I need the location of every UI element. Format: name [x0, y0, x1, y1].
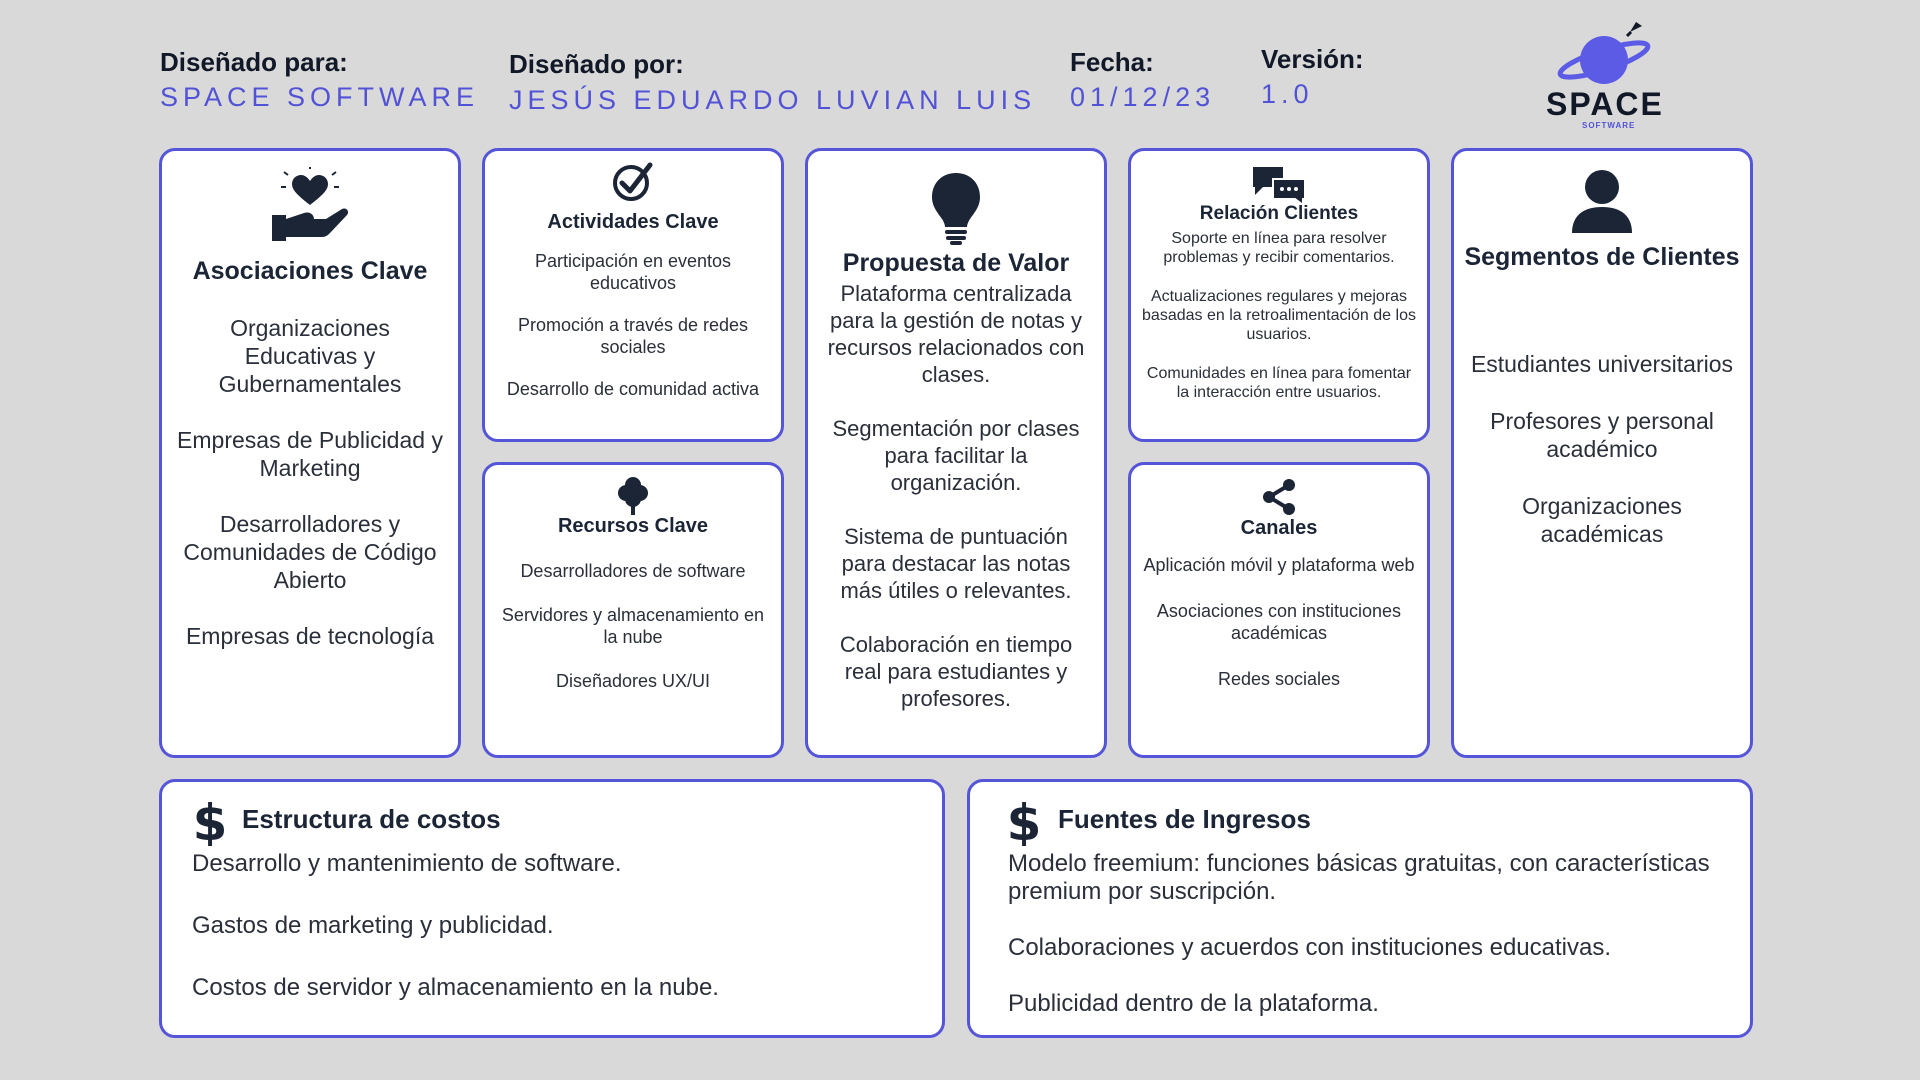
- designed-by-label: Diseñado por:: [509, 49, 684, 79]
- check-circle-icon: [613, 162, 653, 201]
- logo-subtitle: SOFTWARE: [1582, 121, 1636, 130]
- card-title: Actividades Clave: [547, 211, 719, 233]
- designed-for-label: Diseñado para:: [160, 47, 348, 77]
- version-value: 1.0: [1261, 79, 1314, 109]
- list-item: Desarrollo y mantenimiento de software.: [192, 850, 622, 877]
- svg-text:$: $: [193, 796, 228, 846]
- card-channels: Canales Aplicación móvil y plataforma we…: [1128, 462, 1430, 758]
- list-item: Participación en eventos educativos: [534, 251, 732, 293]
- designed-for-value: SPACE SOFTWARE: [160, 82, 480, 112]
- chat-bubbles-icon: [1253, 167, 1306, 205]
- card-title: Estructura de costos: [242, 804, 501, 834]
- list-item: Segmentación por clases para facilitar l…: [832, 416, 1080, 495]
- list-item: Sistema de puntuación para destacar las …: [840, 524, 1072, 603]
- logo-wordmark: SPACE: [1546, 86, 1664, 122]
- list-item: Organizaciones académicas: [1522, 493, 1682, 547]
- card-value-proposition: Propuesta de Valor Plataforma centraliza…: [805, 148, 1107, 758]
- list-item: Costos de servidor y almacenamiento en l…: [192, 974, 719, 1001]
- list-item: Plataforma centralizada para la gestión …: [827, 281, 1085, 387]
- date-value: 01/12/23: [1070, 82, 1216, 112]
- list-item: Diseñadores UX/UI: [555, 671, 711, 691]
- heart-hand-icon: [272, 167, 349, 241]
- list-item: Desarrollo de comunidad activa: [506, 379, 760, 399]
- list-item: Modelo freemium: funciones básicas gratu…: [1008, 850, 1710, 905]
- list-item: Estudiantes universitarios: [1470, 351, 1734, 377]
- lightbulb-icon: [932, 173, 980, 245]
- list-item: Colaboraciones y acuerdos con institucio…: [1008, 934, 1612, 961]
- dollar-icon: $: [193, 796, 228, 846]
- list-item: Comunidades en línea para fomentar la in…: [1146, 365, 1412, 401]
- list-item: Servidores y almacenamiento en la nube: [501, 605, 765, 647]
- list-item: Soporte en línea para resolver problemas…: [1163, 230, 1395, 266]
- share-icon: [1263, 479, 1295, 515]
- card-title: Fuentes de Ingresos: [1058, 804, 1311, 834]
- list-item: Colaboración en tiempo real para estudia…: [839, 632, 1073, 711]
- list-item: Actualizaciones regulares y mejoras basa…: [1142, 288, 1416, 343]
- card-revenue-streams: $ Fuentes de Ingresos Modelo freemium: f…: [967, 779, 1753, 1038]
- version-label: Versión:: [1261, 44, 1364, 74]
- card-cost-structure: $ Estructura de costos Desarrollo y mant…: [159, 779, 945, 1038]
- list-item: Publicidad dentro de la plataforma.: [1008, 990, 1379, 1017]
- space-logo: SPACE SOFTWARE: [1540, 14, 1670, 134]
- card-key-partners: Asociaciones Clave Organizaciones Educat…: [159, 148, 461, 758]
- card-title: Asociaciones Clave: [192, 257, 428, 285]
- list-item: Desarrolladores y Comunidades de Código …: [183, 511, 437, 593]
- list-item: Organizaciones Educativas y Gubernamenta…: [218, 315, 402, 397]
- list-item: Aplicación móvil y plataforma web: [1143, 555, 1415, 575]
- card-key-resources: Recursos Clave Desarrolladores de softwa…: [482, 462, 784, 758]
- list-item: Empresas de Publicidad y Marketing: [177, 427, 443, 481]
- card-title: Propuesta de Valor: [842, 249, 1070, 277]
- list-item: Profesores y personal académico: [1490, 408, 1714, 462]
- svg-text:$: $: [1007, 796, 1042, 846]
- list-item: Gastos de marketing y publicidad.: [192, 912, 554, 939]
- card-title: Relación Clientes: [1199, 203, 1359, 224]
- card-key-activities: Actividades Clave Participación en event…: [482, 148, 784, 442]
- user-icon: [1572, 170, 1632, 233]
- planet-rocket-icon: [1557, 22, 1651, 84]
- tree-icon: [618, 477, 648, 515]
- dollar-icon: $: [1007, 796, 1042, 846]
- designed-by-value: JESÚS EDUARDO LUVIAN LUIS: [509, 85, 1037, 115]
- card-customer-relationships: Relación Clientes Soporte en línea para …: [1128, 148, 1430, 442]
- list-item: Promoción a través de redes sociales: [517, 315, 749, 357]
- card-title: Canales: [1240, 517, 1318, 539]
- card-customer-segments: Segmentos de Clientes Estudiantes univer…: [1451, 148, 1753, 758]
- list-item: Desarrolladores de software: [520, 561, 746, 581]
- card-title: Segmentos de Clientes: [1464, 243, 1740, 271]
- date-label: Fecha:: [1070, 47, 1154, 77]
- card-title: Recursos Clave: [557, 515, 709, 537]
- list-item: Redes sociales: [1217, 669, 1341, 689]
- list-item: Empresas de tecnología: [185, 623, 435, 649]
- list-item: Asociaciones con instituciones académica…: [1156, 601, 1402, 643]
